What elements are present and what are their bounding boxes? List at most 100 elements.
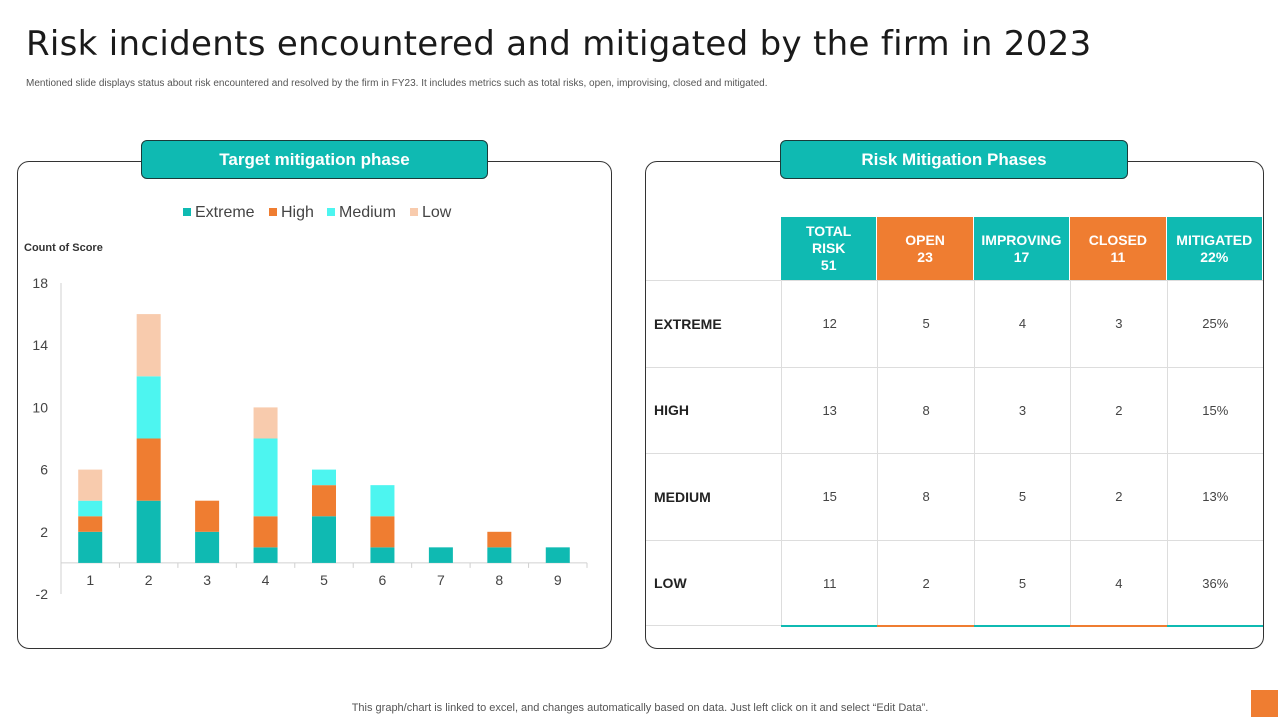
- x-tick-label: 2: [145, 572, 153, 588]
- bar-low-4: [253, 407, 278, 439]
- x-tick-label: 1: [86, 572, 94, 588]
- row-label-extreme: EXTREME: [646, 280, 781, 367]
- y-axis-label: Count of Score: [24, 242, 103, 254]
- bar-extreme-2: [136, 500, 161, 563]
- bar-medium-1: [78, 500, 103, 517]
- table-cell: 13: [781, 366, 878, 453]
- bar-high-5: [312, 485, 336, 517]
- table-cell: 8: [877, 366, 974, 453]
- column-bottom-line: [1070, 625, 1167, 627]
- column-bottom-line: [877, 625, 974, 627]
- bar-high-8: [487, 531, 512, 548]
- table-header-line: OPEN: [905, 231, 945, 248]
- table-header-4: MITIGATED 22%: [1166, 217, 1263, 280]
- y-tick-label: 14: [32, 337, 48, 353]
- corner-accent: [1251, 690, 1278, 717]
- table-header-line: 51: [820, 257, 837, 273]
- y-tick-label: 10: [32, 399, 48, 415]
- chart-panel: [17, 161, 612, 649]
- table-header-line: CLOSED: [1088, 231, 1148, 248]
- table-header-line: MITIGATED: [1176, 231, 1253, 248]
- table-header-1: OPEN 23: [877, 217, 974, 280]
- legend-label-extreme: Extreme: [195, 204, 255, 221]
- table-header-2: IMPROVING 17: [973, 217, 1071, 280]
- x-tick-label: 6: [379, 572, 387, 588]
- x-tick-label: 9: [554, 572, 562, 588]
- table-cell: 36%: [1166, 539, 1263, 626]
- legend-label-medium: Medium: [339, 204, 396, 221]
- table-cell: 25%: [1166, 280, 1263, 367]
- legend-swatch-high: [269, 208, 277, 216]
- legend-swatch-medium: [327, 208, 335, 216]
- bar-extreme-5: [312, 516, 336, 563]
- bar-extreme-6: [370, 547, 395, 563]
- legend-swatch-extreme: [183, 208, 191, 216]
- x-tick-label: 8: [495, 572, 503, 588]
- bar-high-3: [195, 500, 220, 532]
- bar-high-2: [136, 438, 161, 501]
- table-header-0: TOTAL RISK 51: [781, 217, 878, 280]
- table-bottom-line: [646, 625, 781, 626]
- table-cell: 2: [1070, 453, 1167, 540]
- table-header-line: 22%: [1200, 248, 1229, 265]
- bar-high-1: [78, 516, 103, 532]
- table-cell: 3: [973, 366, 1071, 453]
- page-subtitle: Mentioned slide displays status about ri…: [26, 78, 768, 89]
- x-tick-label: 7: [437, 572, 445, 588]
- row-label-high: HIGH: [646, 366, 781, 454]
- table-cell: 2: [877, 539, 974, 626]
- table-header-line: 23: [917, 248, 933, 265]
- page-title: Risk incidents encountered and mitigated…: [26, 24, 1092, 64]
- bar-extreme-1: [78, 531, 103, 563]
- table-panel: TOTAL RISK 51 OPEN 23 IMPROVING 17 CLOSED 11 MITI…: [645, 161, 1264, 649]
- bar-high-6: [370, 516, 395, 548]
- table-cell: 4: [973, 280, 1071, 367]
- table-cell: 11: [781, 539, 878, 626]
- bar-high-4: [253, 516, 278, 548]
- row-label-low: LOW: [646, 539, 781, 627]
- footer-note: This graph/chart is linked to excel, and…: [351, 702, 929, 714]
- bar-low-1: [78, 469, 103, 501]
- table-cell: 5: [973, 453, 1071, 540]
- table-cell: 12: [781, 280, 878, 367]
- bar-extreme-9: [545, 547, 570, 563]
- column-bottom-line: [1166, 625, 1263, 627]
- table-cell: 3: [1070, 280, 1167, 367]
- bar-medium-6: [370, 485, 395, 517]
- table-header-line: 11: [1110, 248, 1126, 265]
- x-tick-label: 3: [203, 572, 211, 588]
- table-header-line: TOTAL: [806, 223, 852, 239]
- chart-panel-header: Target mitigation phase: [141, 140, 488, 179]
- y-tick-label: 6: [40, 462, 48, 478]
- bar-extreme-3: [195, 531, 220, 563]
- table-header-line: IMPROVING: [981, 231, 1062, 248]
- table-cell: 15%: [1166, 366, 1263, 453]
- bar-medium-4: [253, 438, 278, 517]
- table-cell: 15: [781, 453, 878, 540]
- table-cell: 5: [973, 539, 1071, 626]
- table-panel-header: Risk Mitigation Phases: [780, 140, 1128, 179]
- y-tick-label: 2: [40, 524, 48, 540]
- bar-extreme-4: [253, 547, 278, 563]
- bar-extreme-8: [487, 547, 512, 563]
- column-bottom-line: [781, 625, 878, 627]
- table-cell: 2: [1070, 366, 1167, 453]
- table-cell: 8: [877, 453, 974, 540]
- table-cell: 13%: [1166, 453, 1263, 540]
- column-bottom-line: [973, 625, 1071, 627]
- bar-medium-2: [136, 376, 161, 439]
- table-header-3: CLOSED 11: [1070, 217, 1167, 280]
- x-tick-label: 4: [262, 572, 270, 588]
- row-label-medium: MEDIUM: [646, 453, 781, 540]
- x-tick-label: 5: [320, 572, 328, 588]
- bar-medium-5: [312, 469, 336, 486]
- table-cell: 4: [1070, 539, 1167, 626]
- bar-extreme-7: [428, 547, 453, 563]
- legend-label-high: High: [281, 204, 314, 221]
- table-header-line: RISK: [811, 240, 846, 256]
- legend-label-low: Low: [422, 204, 452, 221]
- bar-low-2: [136, 314, 161, 377]
- table-cell: 5: [877, 280, 974, 367]
- y-tick-label: 18: [32, 275, 48, 291]
